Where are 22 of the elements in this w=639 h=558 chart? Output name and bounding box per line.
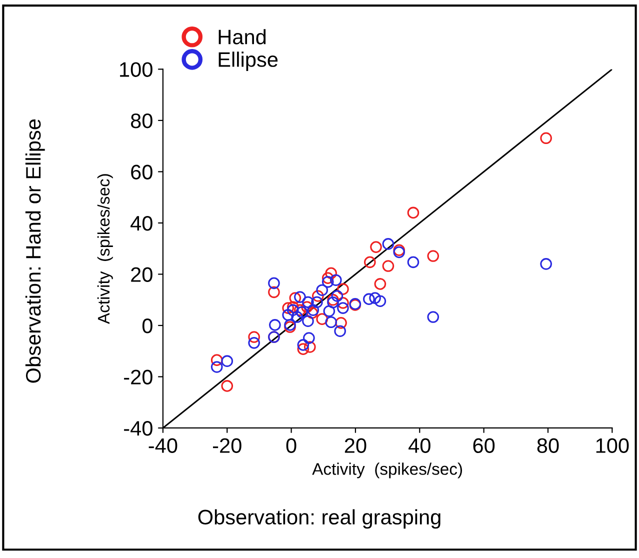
y-tick-label: 80 <box>130 113 152 128</box>
legend-label: Hand <box>218 29 266 44</box>
x-tick-label: -40 <box>148 438 178 454</box>
x-tick-label: 60 <box>473 438 495 454</box>
y-tick-label: -40 <box>124 420 152 436</box>
x-tick-label: 20 <box>344 438 366 454</box>
y-tick-label: -20 <box>124 370 152 384</box>
text: Observation: real grasping <box>198 509 440 529</box>
x-tick-label: 0 <box>286 438 296 454</box>
x-tick-label: 100 <box>596 438 629 454</box>
x-tick-label: 80 <box>537 438 559 454</box>
y-tick-label: 40 <box>130 216 152 231</box>
y-tick-label: 60 <box>131 164 152 180</box>
x-tick-label: -20 <box>212 438 242 454</box>
y-tick-label: 0 <box>142 318 152 334</box>
x-tick-label: 40 <box>408 438 430 454</box>
y-tick-label: 100 <box>120 62 152 77</box>
y-axis-title: Activity (spikes/sec) <box>97 174 113 324</box>
text: Observation: Hand or Ellipse <box>25 119 45 383</box>
legend-label: Ellipse <box>218 52 278 72</box>
x-axis-title: Activity (spikes/sec) <box>312 462 462 478</box>
y-tick-label: 20 <box>131 267 152 282</box>
